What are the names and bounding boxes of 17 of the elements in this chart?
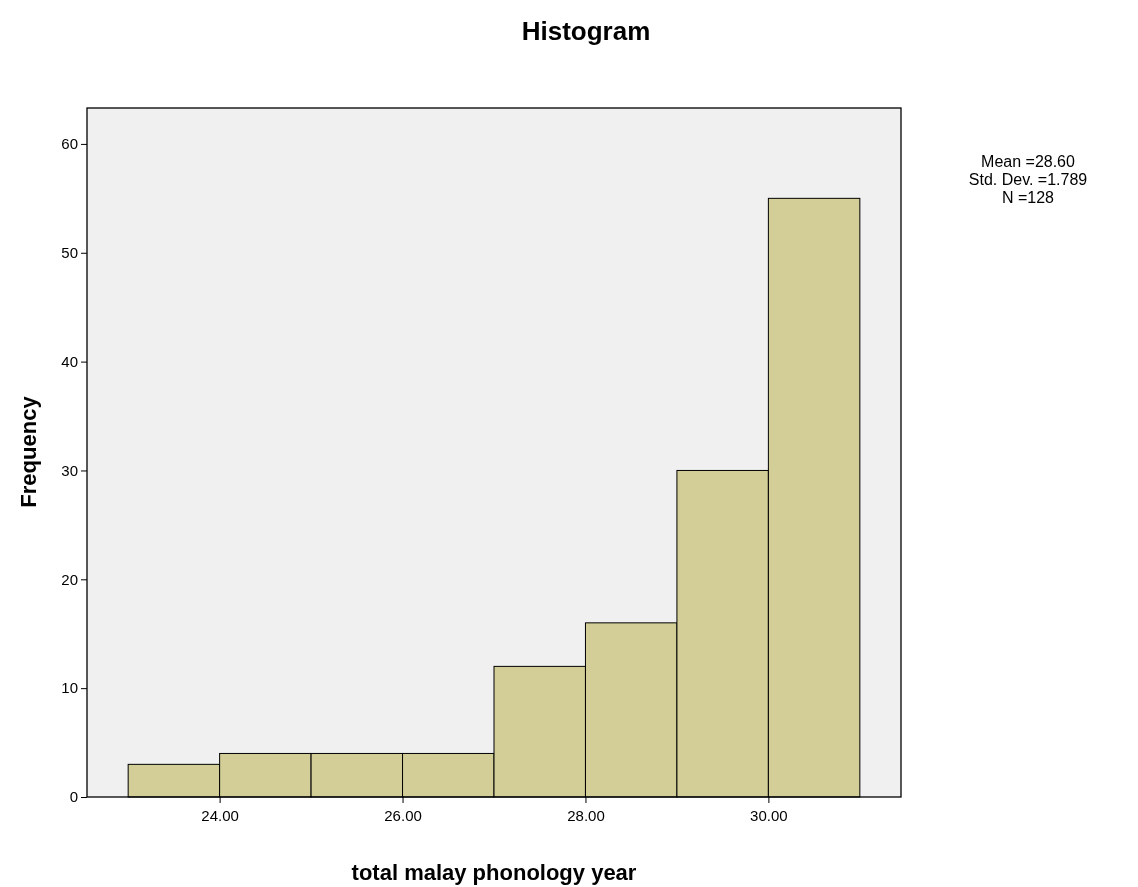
x-axis-title: total malay phonology year — [351, 860, 637, 885]
y-tick-label: 30 — [61, 461, 78, 479]
y-axis-title: Frequency — [16, 395, 41, 508]
y-tick-label: 0 — [69, 788, 78, 806]
text: Std. Dev. =1.789 — [968, 171, 1088, 188]
x-tick-label: 28.00 — [567, 807, 605, 824]
x-tick-label: 24.00 — [201, 807, 239, 824]
x-tick-label: 30.00 — [750, 807, 788, 824]
x-tick-label: 26.00 — [384, 807, 422, 824]
text: Mean =28.60 — [981, 153, 1076, 170]
y-tick-label: 20 — [61, 570, 78, 588]
y-tick-label: 40 — [61, 352, 78, 370]
chart-title: Histogram — [521, 16, 651, 46]
y-tick-label: 10 — [61, 679, 78, 697]
y-tick-label: 60 — [61, 135, 78, 153]
y-tick-label: 50 — [61, 244, 78, 262]
text: N =128 — [1001, 189, 1055, 206]
